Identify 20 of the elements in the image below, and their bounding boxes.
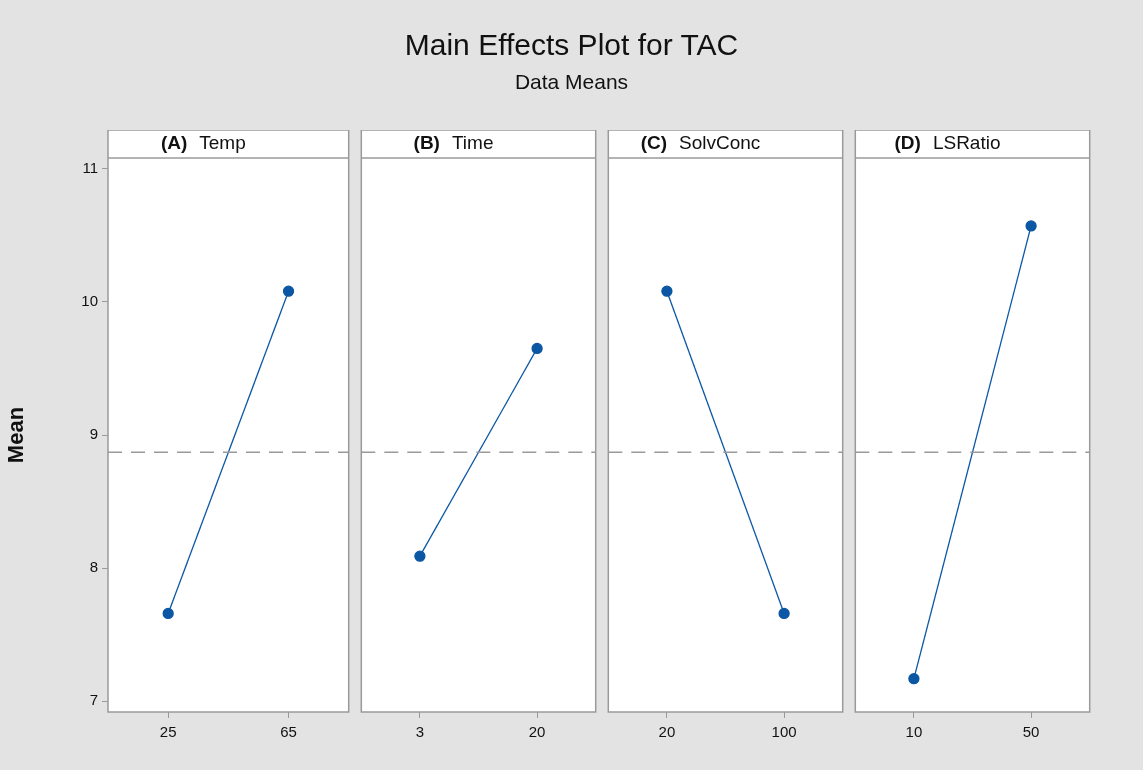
y-tick-label: 8 bbox=[89, 558, 98, 576]
x-tick-label: 3 bbox=[415, 723, 425, 741]
x-axis-title: (A) Temp bbox=[160, 132, 246, 154]
y-axis-title: Mean bbox=[3, 406, 29, 464]
x-tick-label: 65 bbox=[280, 723, 297, 741]
x-tick-label: 50 bbox=[1022, 723, 1040, 741]
y-tick-label: 11 bbox=[82, 158, 98, 176]
x-tick-label: 100 bbox=[771, 723, 797, 741]
x-axis-title: (C) SolvConc bbox=[640, 132, 761, 154]
y-tick-label: 7 bbox=[89, 691, 98, 709]
y-tick-label: 10 bbox=[81, 291, 98, 309]
y-tick-label: 9 bbox=[89, 425, 98, 443]
text: Main Effects Plot for TAC bbox=[403, 28, 740, 62]
x-tick-label: 10 bbox=[905, 723, 923, 741]
x-axis-title: (D) LSRatio bbox=[894, 132, 1001, 154]
x-axis-title: (B) Time bbox=[413, 132, 494, 154]
x-tick-label: 20 bbox=[528, 723, 546, 741]
text: Data Means bbox=[513, 70, 630, 94]
x-tick-label: 20 bbox=[658, 723, 676, 741]
x-tick-label: 25 bbox=[159, 723, 177, 741]
